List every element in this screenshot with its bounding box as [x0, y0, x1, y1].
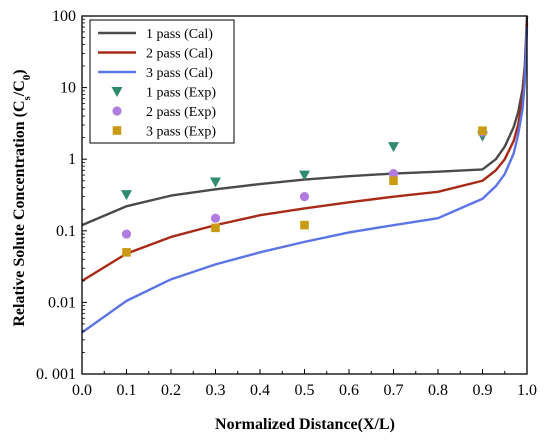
x-tick-label: 0.8: [428, 382, 448, 399]
data-point-2-pass-exp: [121, 229, 132, 239]
x-tick-label: 0.4: [250, 382, 270, 399]
legend-swatch-2-pass-exp: [112, 106, 122, 116]
y-axis-title: Relative Solute Concentration (Cs/C0): [11, 69, 33, 326]
y-axis-title-main: Relative Solute Concentration (C: [11, 100, 28, 326]
x-tick-label: 0.6: [339, 382, 359, 399]
y-tick-label: 0. 001: [36, 366, 76, 383]
data-point-2-pass-exp: [210, 213, 221, 223]
legend: 1 pass (Cal) 2 pass (Cal) 3 pass (Cal) 1 pa…: [89, 19, 235, 144]
y-axis-title-mid: /C: [11, 80, 28, 97]
y-tick-label: 0.1: [56, 223, 76, 240]
x-tick-label: 0.3: [206, 382, 226, 399]
series-line-1-pass-cal: [81, 15, 529, 227]
x-tick-label: 1.0: [517, 382, 537, 399]
data-point-1-pass-exp: [121, 190, 132, 201]
data-point-3-pass-exp: [300, 220, 309, 230]
y-axis-title-subscript-2: 0: [21, 74, 33, 80]
plot-layer: [81, 15, 529, 334]
y-tick-label: 1: [68, 151, 76, 168]
data-point-2-pass-exp: [388, 168, 399, 179]
data-point-3-pass-exp: [211, 223, 220, 233]
x-tick-label: 0.7: [384, 382, 404, 399]
x-tick-label: 0.9: [473, 382, 493, 399]
x-axis-title: Normalized Distance(X/L): [215, 416, 395, 433]
legend-label-2-pass-exp: 2 pass (Exp): [146, 105, 216, 120]
data-point-2-pass-exp: [299, 192, 310, 202]
x-tick-label: 0.1: [117, 382, 137, 399]
data-point-1-pass-exp: [388, 142, 399, 153]
data-point-3-pass-exp: [389, 176, 398, 186]
x-tick-label: 0.2: [161, 382, 181, 399]
x-tick-label: 0.0: [72, 382, 92, 399]
legend-label-2-pass-cal: 2 pass (Cal): [146, 47, 213, 62]
y-axis-title-end: ): [11, 69, 28, 74]
x-tick-label: 0.5: [295, 382, 315, 399]
legend-label-3-pass-exp: 3 pass (Exp): [146, 125, 216, 140]
legend-label-3-pass-cal: 3 pass (Cal): [146, 66, 213, 81]
legend-label-1-pass-exp: 1 pass (Exp): [146, 86, 216, 101]
series-line-3-pass-cal: [81, 27, 529, 334]
legend-label-1-pass-cal: 1 pass (Cal): [146, 27, 213, 42]
data-point-1-pass-exp: [210, 177, 221, 188]
series-line-2-pass-cal: [81, 22, 529, 282]
y-tick-label: 10: [60, 80, 76, 97]
data-point-1-pass-exp: [299, 170, 310, 181]
y-axis-title-subscript-1: s: [21, 95, 33, 100]
y-tick-label: 0.01: [48, 294, 76, 311]
data-point-3-pass-exp: [478, 126, 487, 136]
axes-layer: 0.0 0.1 0.2 0.3 0.4 0.5 0.6 0.7 0.8 0.9 1.0 0. 001 0…: [36, 8, 537, 399]
y-tick-label: 100: [52, 8, 76, 25]
legend-box: [89, 19, 235, 144]
legend-swatch-3-pass-exp: [112, 126, 122, 135]
legend-swatch-1-pass-exp: [111, 87, 123, 97]
data-point-3-pass-exp: [122, 248, 131, 257]
